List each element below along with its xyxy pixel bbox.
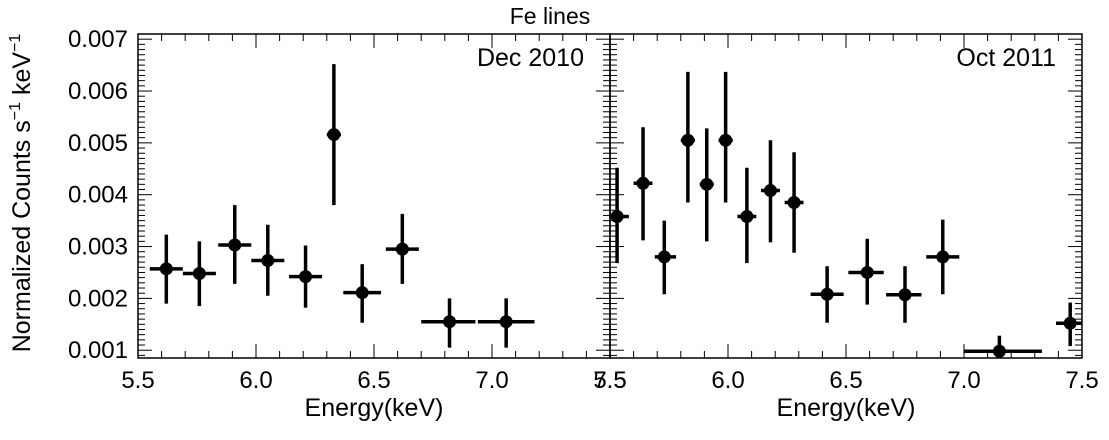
data-marker xyxy=(719,133,733,147)
plot-frame xyxy=(137,33,611,359)
data-point xyxy=(218,205,252,284)
data-point xyxy=(421,298,476,348)
y-tick-label: 0.002 xyxy=(68,285,128,312)
data-marker xyxy=(763,184,777,198)
panel-label: Dec 2010 xyxy=(477,44,584,72)
data-marker xyxy=(355,286,369,300)
data-point xyxy=(784,152,804,253)
x-tick-label: 6.5 xyxy=(829,367,862,394)
data-marker xyxy=(820,287,834,301)
y-axis-label-unit: keV xyxy=(8,52,36,102)
y-axis-label-exp-1: −1 xyxy=(7,102,24,120)
data-point xyxy=(810,266,844,323)
y-tick-label: 0.004 xyxy=(68,182,128,209)
data-marker xyxy=(860,265,874,279)
data-point xyxy=(326,64,341,206)
y-tick-label: 0.003 xyxy=(68,234,128,261)
data-point xyxy=(737,167,757,264)
data-marker xyxy=(299,270,313,284)
x-tick-label: 6.0 xyxy=(711,367,744,394)
data-marker xyxy=(228,238,242,252)
y-tick-label: 0.007 xyxy=(68,26,128,53)
data-point xyxy=(343,264,382,323)
x-tick-label: 5.5 xyxy=(593,367,626,394)
x-tick-label: 7.0 xyxy=(947,367,980,394)
x-axis-label: Energy(keV) xyxy=(777,394,916,422)
plot-frame xyxy=(609,33,1083,359)
y-tick-label: 0.001 xyxy=(68,337,128,364)
data-point xyxy=(610,167,629,264)
data-marker xyxy=(787,195,801,209)
panel-1: 5.5 6.0 6.5 7.0 7.5 0.001 0.002 0.003 0.004 0.005… xyxy=(68,26,627,422)
data-point xyxy=(149,234,183,304)
data-marker xyxy=(499,315,513,329)
data-marker xyxy=(657,250,671,264)
data-point xyxy=(251,224,285,296)
data-point xyxy=(886,266,922,323)
data-point xyxy=(182,241,216,307)
data-marker xyxy=(443,315,457,329)
x-tick-label: 5.5 xyxy=(121,367,154,394)
x-tick-label: 7.0 xyxy=(475,367,508,394)
x-tick-label: 7.5 xyxy=(1065,367,1098,394)
data-marker xyxy=(681,133,695,147)
x-tick-label: 6.0 xyxy=(239,367,272,394)
data-point xyxy=(926,219,960,295)
data-point xyxy=(761,140,780,243)
data-marker xyxy=(636,176,650,190)
data-point xyxy=(718,71,733,203)
data-marker xyxy=(261,254,275,268)
data-point xyxy=(654,220,677,295)
data-point xyxy=(964,335,1042,358)
data-marker xyxy=(700,177,714,191)
data-marker xyxy=(992,344,1006,358)
x-axis-label: Energy(keV) xyxy=(305,394,444,422)
data-point xyxy=(848,238,884,305)
data-marker xyxy=(936,250,950,264)
data-point xyxy=(477,298,535,348)
data-point xyxy=(699,128,714,242)
data-point xyxy=(1056,302,1082,347)
panel-label: Oct 2011 xyxy=(956,44,1056,72)
data-point xyxy=(385,213,419,284)
data-marker xyxy=(327,128,341,142)
data-point xyxy=(633,127,653,241)
y-tick-label: 0.006 xyxy=(68,78,128,105)
chart-panels: 5.5 6.0 6.5 7.0 7.5 0.001 0.002 0.003 0.004 0.005… xyxy=(68,26,1099,422)
panel-2: 5.5 6.0 6.5 7.0 7.5 Oct 2011 Energy(keV) xyxy=(593,33,1099,422)
y-axis-label-main: Normalized Counts s xyxy=(8,120,36,352)
chart-title: Fe lines xyxy=(510,3,591,29)
data-marker xyxy=(395,242,409,256)
data-point xyxy=(289,245,323,308)
y-axis-label: Normalized Counts s−1 keV−1 xyxy=(7,34,36,353)
data-marker xyxy=(898,288,912,302)
x-tick-label: 6.5 xyxy=(357,367,390,394)
y-tick-label: 0.005 xyxy=(68,130,128,157)
data-marker xyxy=(159,262,173,276)
data-marker xyxy=(740,209,754,223)
data-marker xyxy=(192,267,206,281)
x-tick-label: 7.5 xyxy=(593,367,626,394)
data-point xyxy=(680,71,695,203)
data-marker xyxy=(610,209,624,223)
data-marker xyxy=(1063,316,1077,330)
y-axis-label-exp-2: −1 xyxy=(7,34,24,52)
